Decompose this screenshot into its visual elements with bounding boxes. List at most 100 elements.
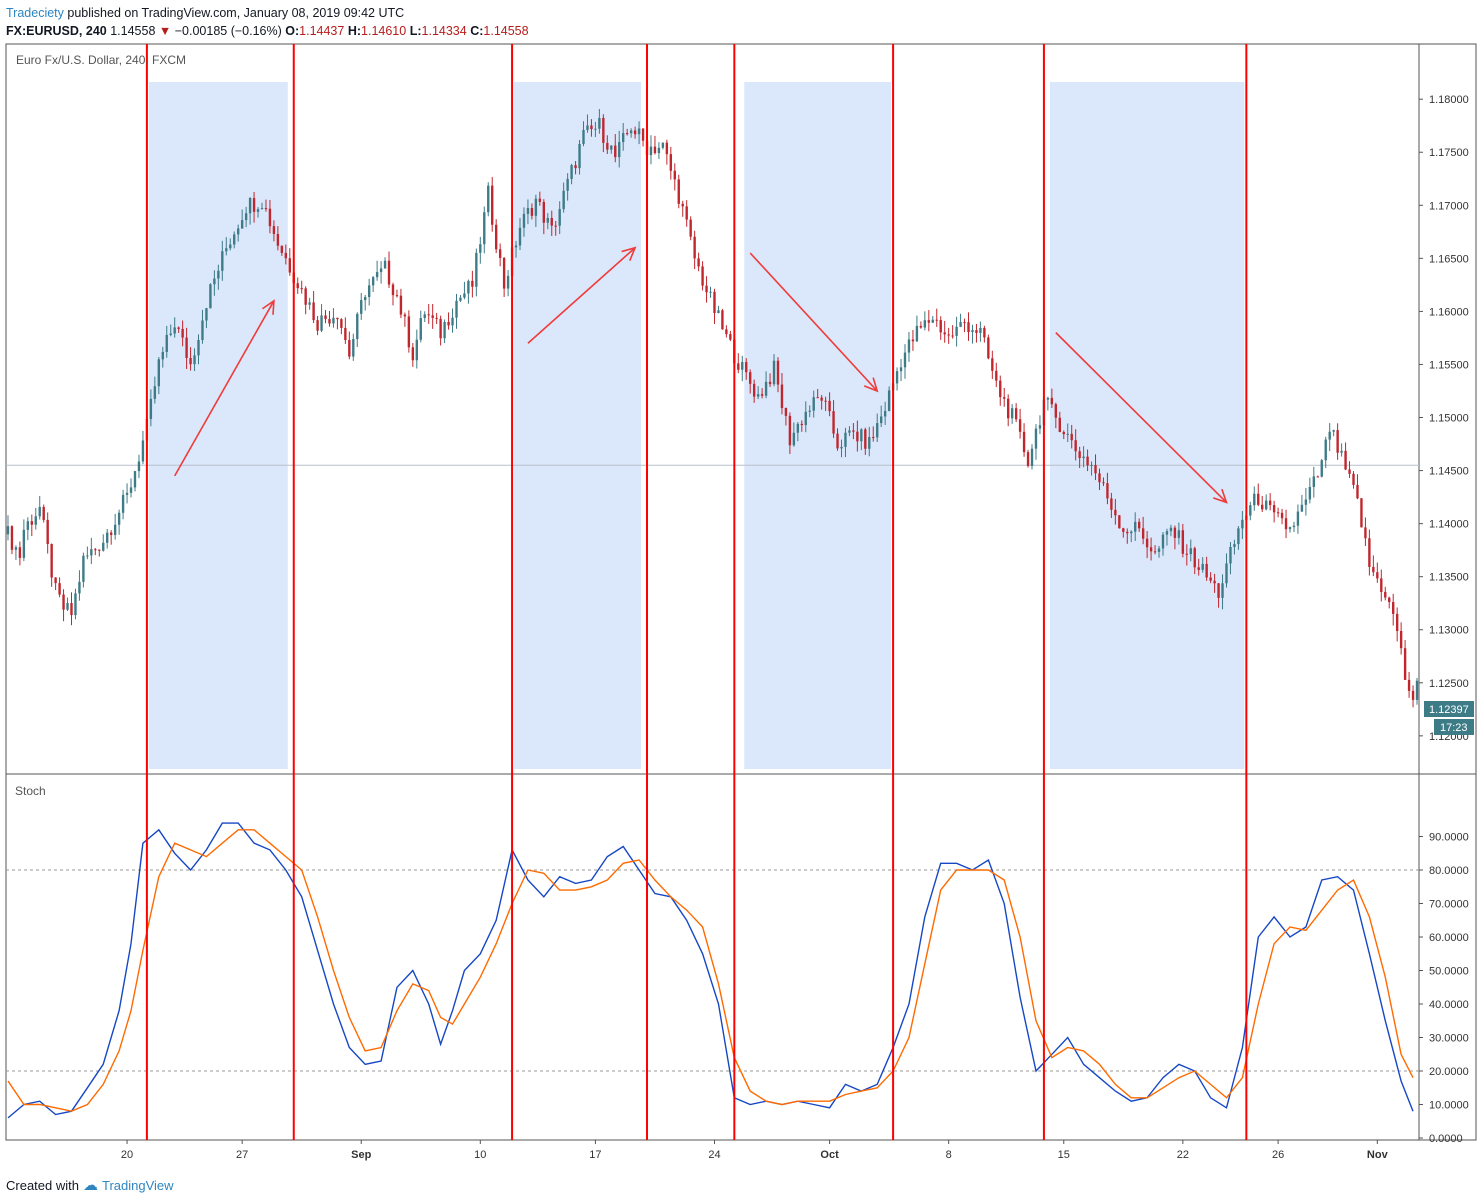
candle-body [364, 297, 367, 301]
candle-body [570, 165, 573, 179]
publisher-link[interactable]: Tradeciety [6, 6, 64, 20]
stoch-tick-label: 10.0000 [1429, 1100, 1469, 1112]
shaded-zone [744, 82, 892, 769]
candle-body [70, 603, 73, 616]
candle-body [1233, 544, 1236, 548]
price-badge-bg [1424, 701, 1474, 717]
candle-body [483, 212, 486, 245]
candle-body [943, 332, 946, 335]
candle-body [506, 275, 510, 289]
candle-body [1388, 597, 1391, 603]
candle-body [669, 154, 673, 171]
candle-body [1030, 448, 1034, 466]
candle-body [752, 383, 756, 397]
candle-body [94, 549, 97, 551]
candle-body [181, 328, 184, 338]
candle-body [50, 544, 53, 578]
candle-body [1102, 482, 1105, 484]
candle-body [288, 258, 291, 273]
candle-body [387, 260, 391, 285]
arrow-head-icon [863, 377, 879, 393]
candle-body [1229, 547, 1232, 564]
candle-body [911, 339, 915, 342]
candle-body [1201, 563, 1204, 570]
candle-body [749, 372, 752, 384]
candle-body [713, 291, 716, 314]
candle-body [1276, 512, 1280, 514]
stoch-tick-label: 40.0000 [1429, 999, 1469, 1011]
candle-body [808, 410, 811, 412]
candle-body [883, 410, 887, 417]
price-tick-label: 1.18000 [1429, 94, 1469, 106]
candle-body [213, 278, 216, 285]
publish-line: Tradeciety published on TradingView.com,… [6, 4, 529, 22]
candle-body [1308, 487, 1312, 500]
candle-body [582, 129, 585, 145]
candle-body [975, 330, 978, 333]
candle-body [1253, 493, 1256, 506]
candle-body [1403, 648, 1407, 680]
candle-body [987, 337, 990, 359]
candle-body [633, 130, 637, 135]
stoch-tick-label: 70.0000 [1429, 899, 1469, 911]
candle-body [1272, 505, 1276, 513]
candle-body [74, 593, 77, 616]
candle-body [121, 494, 125, 513]
candle-body [836, 433, 839, 449]
time-tick-label: 20 [121, 1149, 133, 1161]
candle-body [102, 542, 105, 551]
candle-body [1007, 398, 1010, 419]
open-value: 1.14437 [299, 24, 345, 38]
tradingview-logo-icon: ☁ [82, 1177, 98, 1194]
candle-body [1209, 577, 1212, 581]
candle-body [463, 293, 466, 298]
candle-body [1392, 602, 1395, 614]
candle-body [360, 300, 363, 314]
candle-body [1395, 613, 1399, 632]
candle-body [375, 272, 379, 278]
candle-body [1010, 408, 1014, 419]
published-text: published on TradingView.com, January 08… [67, 6, 405, 20]
candle-body [419, 318, 422, 340]
candle-body [1058, 417, 1061, 433]
candle-body [959, 322, 962, 327]
candle-body [538, 198, 542, 202]
candle-body [201, 320, 204, 340]
candle-body [42, 506, 45, 520]
candle-body [967, 322, 970, 333]
candle-body [1189, 548, 1192, 555]
candle-body [1415, 680, 1419, 700]
candle-body [1185, 553, 1188, 555]
tradingview-link[interactable]: TradingView [101, 1177, 174, 1193]
candle-body [1312, 476, 1316, 488]
price-change: −0.00185 (−0.16%) [174, 24, 282, 38]
candle-body [1257, 493, 1260, 505]
candle-body [1145, 538, 1149, 548]
candle-body [816, 397, 819, 399]
candle-body [221, 251, 224, 271]
low-value: 1.14334 [421, 24, 467, 38]
candle-body [379, 268, 383, 273]
candle-body [558, 209, 561, 226]
candle-body [598, 117, 601, 129]
candle-body [919, 325, 923, 328]
candle-body [240, 220, 244, 229]
candle-body [903, 352, 907, 368]
candle-body [30, 521, 33, 525]
candle-body [1018, 419, 1022, 432]
candle-body [1034, 428, 1038, 449]
candle-body [1157, 548, 1161, 552]
candle-body [1292, 525, 1296, 528]
time-tick-label: Sep [351, 1149, 371, 1161]
candle-body [244, 213, 248, 221]
candle-body [915, 325, 919, 342]
last-price: 1.14558 [110, 24, 156, 38]
candle-body [526, 208, 530, 214]
candle-body [1141, 528, 1145, 539]
candle-body [1038, 425, 1042, 429]
candle-body [205, 308, 208, 321]
candle-body [54, 577, 57, 584]
candle-body [352, 339, 355, 357]
candle-body [141, 440, 145, 462]
candle-body [661, 142, 665, 148]
